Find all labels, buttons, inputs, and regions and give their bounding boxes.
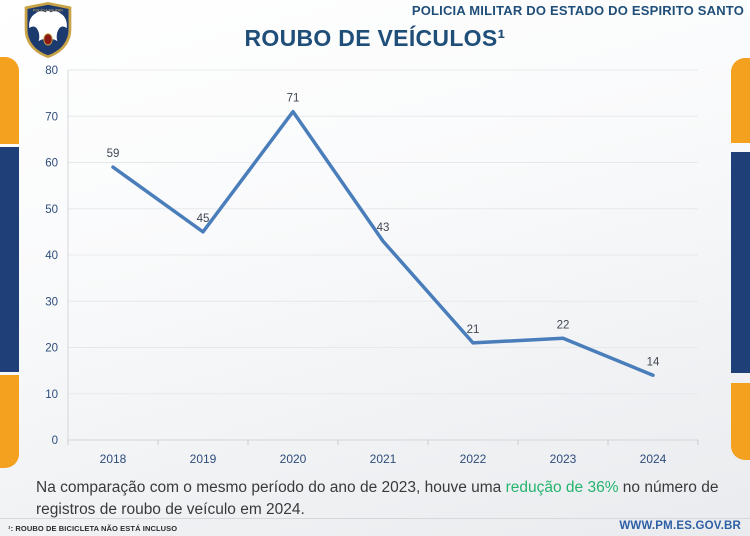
svg-text:59: 59 — [107, 148, 120, 160]
website-url: WWW.PM.ES.GOV.BR — [619, 520, 741, 532]
svg-text:45: 45 — [197, 213, 210, 225]
svg-text:2019: 2019 — [190, 452, 217, 466]
svg-text:43: 43 — [377, 222, 390, 234]
svg-text:POLÍCIA MILITAR: POLÍCIA MILITAR — [33, 8, 63, 12]
svg-text:21: 21 — [467, 324, 480, 336]
svg-text:10: 10 — [45, 389, 58, 401]
svg-text:20: 20 — [45, 343, 58, 355]
svg-text:71: 71 — [287, 93, 300, 105]
svg-text:60: 60 — [45, 158, 58, 170]
accent-segment-orange — [0, 57, 19, 144]
line-chart: 0 10 20 30 40 50 60 70 80 2018 2019 2020 2021 2022 202… — [45, 65, 699, 466]
accent-segment-orange — [0, 375, 19, 468]
accent-segment-orange — [731, 58, 750, 143]
svg-text:22: 22 — [557, 319, 570, 331]
svg-text:2024: 2024 — [640, 452, 667, 466]
summary-highlight: redução de 36% — [505, 479, 619, 496]
svg-text:2023: 2023 — [550, 452, 577, 466]
svg-text:14: 14 — [647, 356, 660, 368]
pmes-crest-logo: POLÍCIA MILITAR — [20, 0, 76, 60]
svg-text:40: 40 — [45, 250, 58, 262]
org-name: POLICIA MILITAR DO ESTADO DO ESPIRITO SA… — [411, 3, 744, 18]
svg-text:2021: 2021 — [370, 452, 397, 466]
summary-before: Na comparação com o mesmo período do ano… — [36, 479, 506, 496]
svg-text:70: 70 — [45, 111, 58, 123]
accent-segment-navy — [0, 147, 19, 372]
svg-text:50: 50 — [45, 204, 58, 216]
svg-text:2018: 2018 — [100, 452, 127, 466]
accent-segment-orange — [731, 383, 750, 460]
page-title: ROUBO DE VEÍCULOS¹ — [244, 25, 506, 51]
svg-text:30: 30 — [45, 296, 58, 308]
svg-text:80: 80 — [45, 65, 58, 77]
police-shield-icon: POLÍCIA MILITAR — [24, 2, 72, 58]
svg-text:2020: 2020 — [280, 452, 307, 466]
svg-text:2022: 2022 — [460, 452, 487, 466]
footnote: ¹: ROUBO DE BICICLETA NÃO ESTÁ INCLUSO — [8, 524, 178, 533]
summary-text: Na comparação com o mesmo período do ano… — [36, 477, 726, 521]
summary-after: no número de registros de roubo de veícu… — [36, 479, 719, 518]
accent-segment-navy — [731, 152, 750, 373]
footer-divider — [0, 518, 750, 519]
svg-text:0: 0 — [52, 435, 58, 447]
